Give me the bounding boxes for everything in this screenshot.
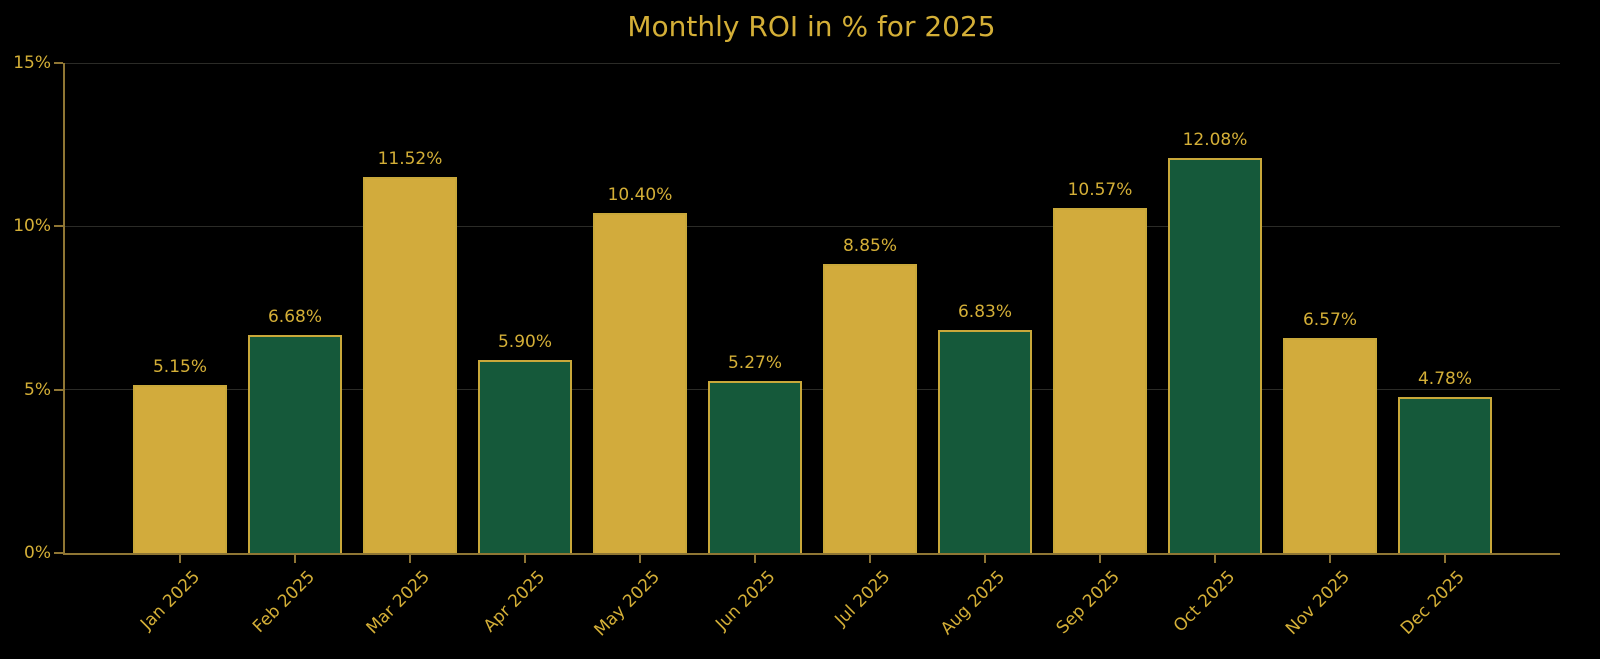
bar	[1398, 396, 1492, 553]
x-tick	[984, 555, 986, 563]
y-tick	[54, 62, 63, 64]
x-tick	[294, 555, 296, 563]
bar-value-label: 4.78%	[1417, 368, 1472, 389]
bar	[1283, 338, 1377, 553]
bar	[248, 334, 342, 553]
bar	[708, 380, 802, 553]
bar-value-label: 8.85%	[842, 235, 897, 256]
y-tick-label: 5%	[24, 379, 51, 400]
x-tick	[409, 555, 411, 563]
bar-value-label: 6.57%	[1302, 310, 1357, 331]
x-tick	[1444, 555, 1446, 563]
x-tick	[1329, 555, 1331, 563]
x-tick	[869, 555, 871, 563]
bar-value-label: 5.27%	[727, 352, 782, 373]
gridline-5%	[63, 389, 1560, 391]
x-tick-label: Jan 2025	[137, 567, 205, 635]
bar	[823, 263, 917, 553]
x-tick	[524, 555, 526, 563]
bar-value-label: 10.57%	[1067, 179, 1133, 200]
x-tick-label: Apr 2025	[479, 567, 550, 637]
bar	[133, 384, 227, 553]
bar-value-label: 10.40%	[607, 185, 673, 206]
chart-title: Monthly ROI in % for 2025	[627, 10, 996, 43]
x-tick-label: Aug 2025	[937, 567, 1010, 640]
x-tick-label: Dec 2025	[1397, 567, 1470, 639]
y-tick	[54, 225, 63, 228]
x-tick	[1099, 555, 1101, 563]
gridline-15%	[63, 62, 1560, 64]
gridline-10%	[63, 225, 1560, 227]
bar-value-label: 5.15%	[152, 356, 207, 377]
x-tick-label: Nov 2025	[1282, 567, 1355, 640]
bar-value-label: 12.08%	[1182, 130, 1248, 151]
bar-value-label: 6.83%	[957, 301, 1012, 322]
x-tick-label: Jul 2025	[831, 567, 895, 631]
x-tick-label: Feb 2025	[249, 567, 320, 637]
bar	[593, 213, 687, 553]
x-tick-label: Oct 2025	[1169, 567, 1240, 637]
bar	[1053, 207, 1147, 553]
plot-area: 0% 5% 10% 15% 5.15% Jan 2025 6.68% Feb 2025 11.5…	[13, 53, 1560, 640]
y-tick-label: 0%	[24, 543, 51, 563]
y-tick	[54, 388, 63, 391]
x-tick-label: Mar 2025	[362, 567, 435, 639]
x-tick	[639, 555, 641, 563]
bar-value-label: 11.52%	[377, 148, 443, 169]
x-tick	[179, 555, 181, 563]
x-tick-label: May 2025	[590, 567, 665, 641]
y-tick-label: 15%	[13, 53, 51, 73]
y-axis-spine	[63, 63, 65, 555]
x-tick-label: Jun 2025	[711, 567, 780, 635]
bar	[1168, 158, 1262, 553]
bar-value-label: 5.90%	[497, 332, 552, 353]
x-axis-spine	[63, 553, 1560, 555]
bar	[478, 360, 572, 553]
bar-value-label: 6.68%	[267, 306, 322, 327]
x-tick-label: Sep 2025	[1052, 567, 1125, 639]
x-tick	[754, 555, 756, 563]
y-tick-label: 10%	[13, 216, 51, 237]
y-tick	[54, 552, 63, 554]
x-tick	[1214, 555, 1216, 563]
bar	[938, 329, 1032, 553]
bar	[363, 176, 457, 553]
